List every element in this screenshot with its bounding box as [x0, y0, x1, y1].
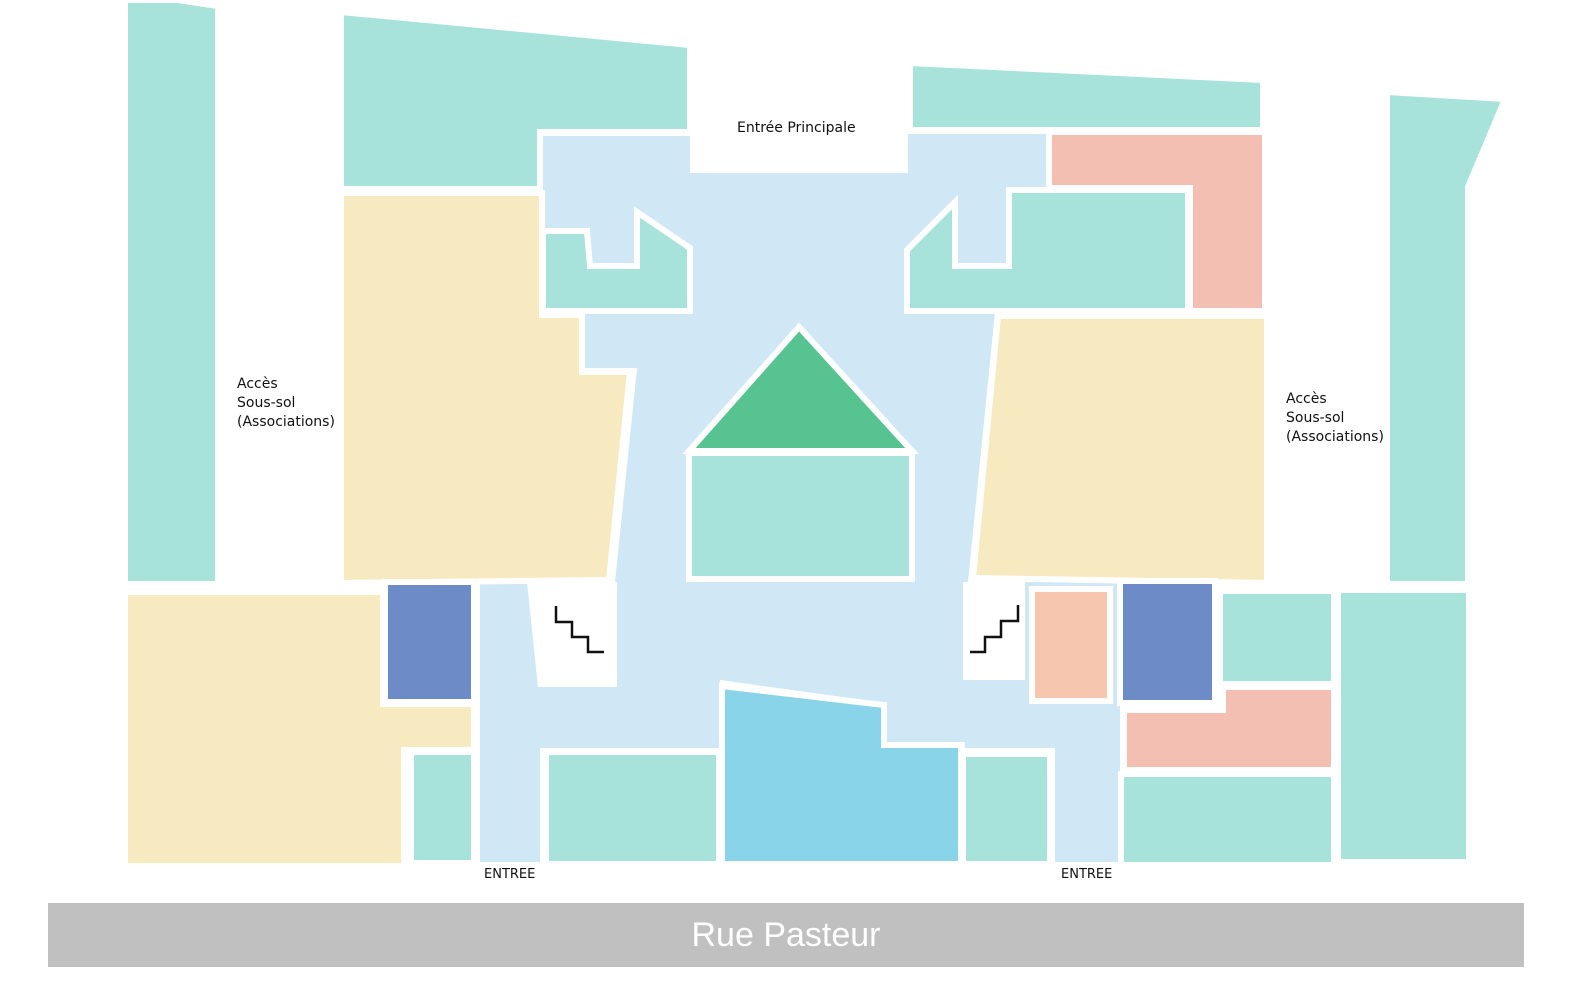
left-access-line-2: Sous-sol: [237, 395, 296, 411]
shop-navy-right[interactable]: [1117, 578, 1218, 706]
entrance-right-label: ENTREE: [1061, 867, 1113, 882]
left-access-line-1: Accès: [237, 376, 278, 392]
right-access-line-2: Sous-sol: [1286, 410, 1345, 426]
street-banner: Rue Pasteur: [48, 903, 1524, 967]
street-name: Rue Pasteur: [691, 915, 881, 954]
entrance-left-label: ENTREE: [484, 867, 536, 882]
stairs-icon: [970, 605, 1020, 654]
right-basement-access-label: Accès Sous-sol (Associations): [1286, 390, 1384, 447]
shop-top-left[interactable]: [338, 8, 693, 192]
shop-lower-center-right[interactable]: [960, 751, 1053, 867]
store-yellow-right[interactable]: [969, 313, 1270, 587]
right-access-line-1: Accès: [1286, 391, 1327, 407]
shop-peach-lower-right[interactable]: [1029, 586, 1113, 704]
left-access-line-3: (Associations): [237, 414, 335, 430]
right-access-line-3: (Associations): [1286, 429, 1384, 445]
shop-upper-left-inner[interactable]: [540, 206, 693, 314]
main-entrance-label: Entrée Principale: [737, 120, 856, 136]
shop-small-teal-lower-left[interactable]: [408, 749, 477, 866]
stairs-area-right[interactable]: [963, 582, 1025, 680]
store-blue-center[interactable]: [719, 682, 964, 867]
shop-far-right-column[interactable]: [1384, 88, 1510, 587]
shop-teal-lower-right-bottom[interactable]: [1118, 771, 1337, 868]
shop-salmon-lower-right[interactable]: [1121, 684, 1337, 773]
shop-far-left-column[interactable]: [122, 0, 221, 587]
shop-navy-left[interactable]: [382, 579, 477, 705]
shop-upper-right-inner[interactable]: [904, 187, 1191, 314]
shop-lower-center-left[interactable]: [543, 749, 722, 867]
shop-teal-lower-right-top[interactable]: [1217, 588, 1337, 687]
stairs-icon: [554, 606, 604, 654]
kiosk-teal-center[interactable]: [686, 450, 915, 582]
shop-top-right[interactable]: [907, 59, 1266, 133]
left-basement-access-label: Accès Sous-sol (Associations): [237, 375, 335, 432]
shop-far-right-lower[interactable]: [1335, 587, 1472, 865]
